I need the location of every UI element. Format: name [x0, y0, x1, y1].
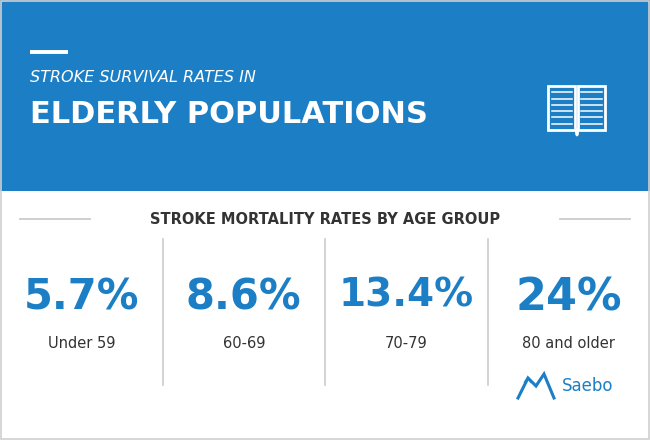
Text: Saebo: Saebo — [562, 377, 614, 395]
FancyBboxPatch shape — [0, 0, 650, 191]
Text: 24%: 24% — [515, 276, 622, 319]
Text: STROKE MORTALITY RATES BY AGE GROUP: STROKE MORTALITY RATES BY AGE GROUP — [150, 212, 500, 227]
Text: ELDERLY POPULATIONS: ELDERLY POPULATIONS — [30, 100, 428, 129]
Text: 60-69: 60-69 — [222, 337, 265, 352]
Text: 80 and older: 80 and older — [523, 337, 615, 352]
Text: Under 59: Under 59 — [47, 337, 115, 352]
Text: 13.4%: 13.4% — [339, 276, 474, 315]
Text: 8.6%: 8.6% — [186, 276, 302, 319]
Text: 70-79: 70-79 — [385, 337, 428, 352]
Text: STROKE SURVIVAL RATES IN: STROKE SURVIVAL RATES IN — [30, 70, 256, 85]
Text: 5.7%: 5.7% — [23, 276, 139, 319]
